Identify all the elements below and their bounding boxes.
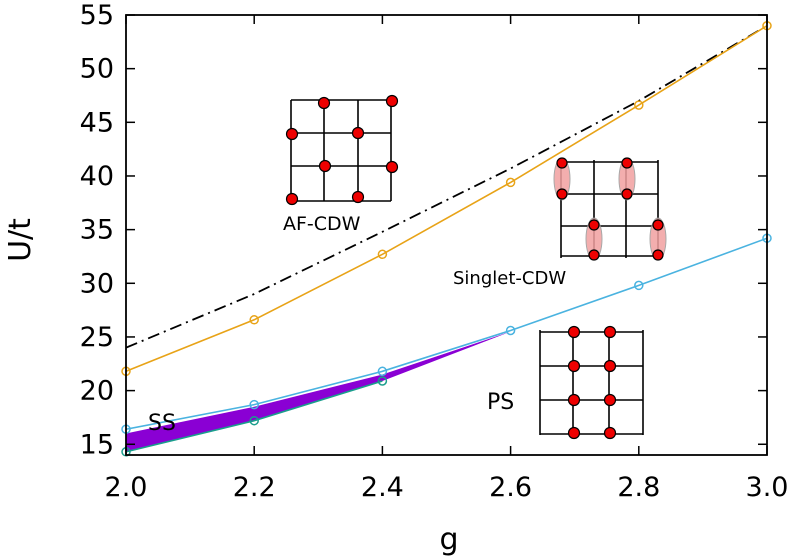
axes-layer: 2.0 2.2 2.4 2.6 2.8 3.0 15 20 25 30 35 40 45 50 55 [80, 0, 789, 503]
lattice-site [603, 325, 617, 339]
x-axis-label: g [439, 522, 458, 556]
y-tick-label: 35 [80, 215, 114, 246]
y-tick-label: 20 [80, 376, 114, 407]
data-point [249, 399, 259, 410]
y-tick-label: 15 [80, 429, 114, 460]
lattice-site [285, 127, 299, 141]
lattice-site [652, 219, 664, 231]
series-line-2 [125, 237, 768, 430]
lattice-site [603, 426, 617, 440]
lattice-site [621, 157, 633, 169]
lattice-site [567, 359, 581, 373]
data-point [505, 177, 516, 188]
lattice-site [285, 192, 299, 206]
lattice-site [567, 426, 581, 440]
y-axis-label: U/t [3, 218, 38, 262]
plot-frame [125, 14, 768, 456]
series-line-3 [125, 380, 383, 453]
data-point [249, 415, 259, 426]
x-tick-label: 2.8 [617, 472, 660, 503]
x-tick-label: 2.6 [489, 472, 532, 503]
series-line-1 [125, 25, 768, 373]
y-tick-label: 30 [80, 268, 114, 299]
lattice-site [603, 359, 617, 373]
data-point [505, 325, 516, 336]
y-tick-label: 25 [80, 322, 114, 353]
ss-shaded-region [126, 331, 511, 452]
data-point [377, 376, 388, 386]
x-tick-label: 2.0 [105, 472, 148, 503]
data-point [377, 366, 388, 377]
lattice-site [351, 126, 365, 140]
lattice-site [621, 188, 633, 200]
lattice-site [567, 325, 581, 339]
singlet-cdw-lattice-inset [553, 157, 667, 261]
lattice-site [351, 190, 365, 204]
data-point [377, 249, 388, 260]
data-point [634, 100, 644, 110]
ps-lattice-inset [539, 325, 644, 440]
lattice-site [588, 219, 600, 231]
x-tick-label: 2.4 [361, 472, 404, 503]
lattice-site [556, 157, 568, 169]
y-tick-label: 40 [80, 161, 114, 192]
lattice-site [385, 160, 399, 174]
af-cdw-lattice-inset [285, 94, 399, 206]
lattice-site [385, 94, 399, 108]
y-tick-label: 45 [80, 107, 114, 138]
y-tick-label: 55 [80, 0, 114, 31]
lattice-site [556, 188, 568, 200]
x-tick-label: 2.2 [233, 472, 276, 503]
annotation-ss: SS [148, 411, 176, 436]
annotation-ps: PS [487, 390, 514, 415]
annotation-singlet-cdw: Singlet-CDW [453, 268, 566, 289]
series-layer [121, 20, 772, 457]
lattice-site [567, 393, 581, 407]
data-point [249, 315, 259, 325]
lattice-site [603, 393, 617, 407]
series-line-0 [125, 24, 768, 349]
lattice-site [317, 96, 331, 110]
lattice-site [652, 249, 664, 261]
y-tick-label: 50 [80, 54, 114, 85]
lattice-site [588, 249, 600, 261]
annotation-af-cdw: AF-CDW [283, 213, 361, 235]
x-tick-label: 3.0 [746, 472, 789, 503]
data-point [634, 280, 644, 291]
lattice-site [318, 159, 332, 173]
